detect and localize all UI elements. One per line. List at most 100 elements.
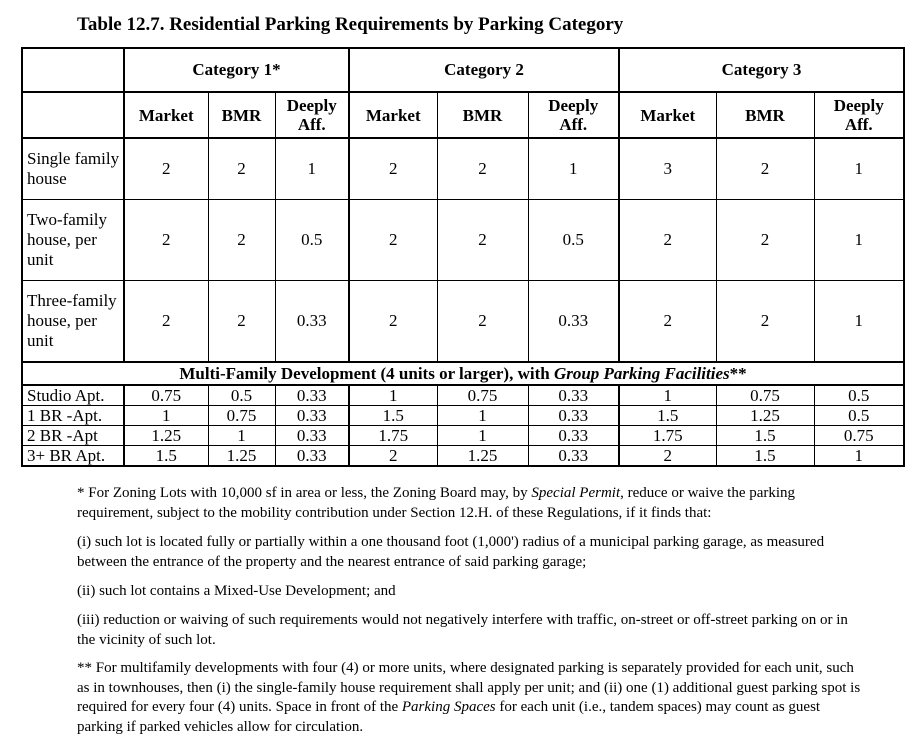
- table-cell: 0.33: [274, 445, 350, 467]
- table-cell: 0.75: [715, 384, 815, 406]
- row-label: Studio Apt.: [21, 384, 125, 406]
- table-cell: 2: [207, 137, 276, 200]
- table-cell: 2: [436, 199, 529, 281]
- footnote-text: * For Zoning Lots with 10,000 sf in area…: [77, 485, 532, 501]
- column-header: Market: [123, 91, 209, 139]
- category-header: Category 3: [618, 47, 906, 93]
- table-cell: 0.5: [813, 384, 906, 406]
- table-cell: 2: [618, 280, 717, 363]
- table-cell: 0.33: [527, 425, 620, 446]
- table-cell: 0.33: [527, 280, 620, 363]
- table-cell: 1.5: [715, 425, 815, 446]
- table-cell: 1: [348, 384, 438, 406]
- table-row: 2 BR -Apt 1.25 1 0.33 1.75 1 0.33 1.75 1.5 0.75: [21, 425, 906, 446]
- table-cell: 0.33: [274, 405, 350, 426]
- table-cell: 1.25: [123, 425, 209, 446]
- row-label: 1 BR -Apt.: [21, 405, 125, 426]
- table-cell: 2: [348, 280, 438, 363]
- table-cell: 0.75: [813, 425, 906, 446]
- column-header: BMR: [207, 91, 276, 139]
- table-cell: 2: [618, 445, 717, 467]
- section-header-row: Multi-Family Development (4 units or lar…: [20, 361, 906, 386]
- section-header-emphasis: Group Parking Facilities: [553, 363, 730, 383]
- section-header-text: **: [729, 363, 747, 383]
- table-cell: 0.5: [527, 199, 620, 281]
- column-header: Deeply Aff.: [813, 91, 906, 139]
- table-cell: 1.25: [715, 405, 815, 426]
- footnote-text: (i) such lot is located fully or partial…: [77, 534, 825, 570]
- table-cell: 2: [123, 199, 209, 281]
- category-header: Category 2: [348, 47, 620, 93]
- column-header: Deeply Aff.: [274, 91, 350, 139]
- parking-requirements-table: Category 1* Category 2 Category 3 Market…: [20, 47, 906, 467]
- table-cell: 2: [123, 137, 209, 200]
- table-cell: 1.5: [618, 405, 717, 426]
- table-cell: 2: [436, 137, 529, 200]
- table-cell: 1: [436, 425, 529, 446]
- table-cell: 0.5: [207, 384, 276, 406]
- table-cell: 3: [618, 137, 717, 200]
- table-cell: 0.75: [436, 384, 529, 406]
- table-cell: 1: [813, 280, 906, 363]
- table-cell: 2: [715, 199, 815, 281]
- table-cell: 2: [348, 445, 438, 467]
- table-cell: 1: [274, 137, 350, 200]
- table-cell: 2: [618, 199, 717, 281]
- footnote-1: * For Zoning Lots with 10,000 sf in area…: [77, 484, 867, 523]
- table-cell: 0.75: [207, 405, 276, 426]
- row-label: Single family house: [21, 137, 125, 200]
- table-cell: 0.5: [813, 405, 906, 426]
- table-cell: 1.5: [715, 445, 815, 467]
- table-title: Table 12.7. Residential Parking Requirem…: [77, 14, 624, 35]
- category-header: Category 1*: [122, 47, 350, 93]
- table-cell: 0.5: [274, 199, 350, 281]
- corner-cell: [21, 91, 125, 139]
- table-cell: 2: [348, 137, 438, 200]
- table-cell: 2: [207, 199, 276, 281]
- footnote-text: , reduce or waive the parking requiremen…: [77, 485, 796, 521]
- row-label: Three-family house, per unit: [21, 280, 125, 363]
- footnote-emphasis: Special Permit: [531, 485, 621, 501]
- table-cell: 2: [123, 280, 209, 363]
- table-cell: 1.25: [207, 445, 276, 467]
- table-row: Single family house 2 2 1 2 2 1 3 2 1: [21, 137, 906, 200]
- table-row: 3+ BR Apt. 1.5 1.25 0.33 2 1.25 0.33 2 1.5 1: [21, 445, 906, 467]
- footnote-condition-ii: (ii) such lot contains a Mixed-Use Devel…: [77, 582, 867, 602]
- multifamily-section-header: Multi-Family Development (4 units or lar…: [20, 361, 906, 386]
- footnote-emphasis: Parking Spaces: [401, 699, 496, 715]
- column-header: Deeply Aff.: [527, 91, 620, 139]
- row-label: 2 BR -Apt: [21, 425, 125, 446]
- table-cell: 1.25: [436, 445, 529, 467]
- table-cell: 1: [436, 405, 529, 426]
- table-cell: 0.33: [527, 445, 620, 467]
- footnote-text: ** For multifamily developments with fou…: [77, 660, 861, 715]
- table-cell: 2: [207, 280, 276, 363]
- table-cell: 0.75: [123, 384, 209, 406]
- footnote-text: (ii) such lot contains a Mixed-Use Devel…: [77, 583, 396, 599]
- column-header: BMR: [436, 91, 529, 139]
- column-header: Market: [618, 91, 717, 139]
- table-cell: 1: [618, 384, 717, 406]
- table-cell: 2: [715, 280, 815, 363]
- table-cell: 0.33: [274, 384, 350, 406]
- table-cell: 2: [436, 280, 529, 363]
- table-cell: 1: [813, 137, 906, 200]
- table-cell: 2: [348, 199, 438, 281]
- footnote-text: (iii) reduction or waiving of such requi…: [77, 612, 848, 648]
- table-cell: 1: [813, 199, 906, 281]
- table-cell: 0.33: [527, 405, 620, 426]
- table-cell: 1.75: [618, 425, 717, 446]
- table-row: 1 BR -Apt. 1 0.75 0.33 1.5 1 0.33 1.5 1.25 0.5: [21, 405, 906, 426]
- table-cell: 1.75: [348, 425, 438, 446]
- table-cell: 1.5: [348, 405, 438, 426]
- table-cell: 1: [813, 445, 906, 467]
- table-cell: 0.33: [527, 384, 620, 406]
- table-cell: 0.33: [274, 280, 350, 363]
- row-label: Two-family house, per unit: [21, 199, 125, 281]
- footnote-text: for each unit (i.e., tandem spaces) may …: [77, 699, 821, 735]
- column-header: Market: [348, 91, 438, 139]
- column-header: BMR: [715, 91, 815, 139]
- table-cell: 2: [715, 137, 815, 200]
- table-cell: 1.5: [123, 445, 209, 467]
- table-cell: 1: [123, 405, 209, 426]
